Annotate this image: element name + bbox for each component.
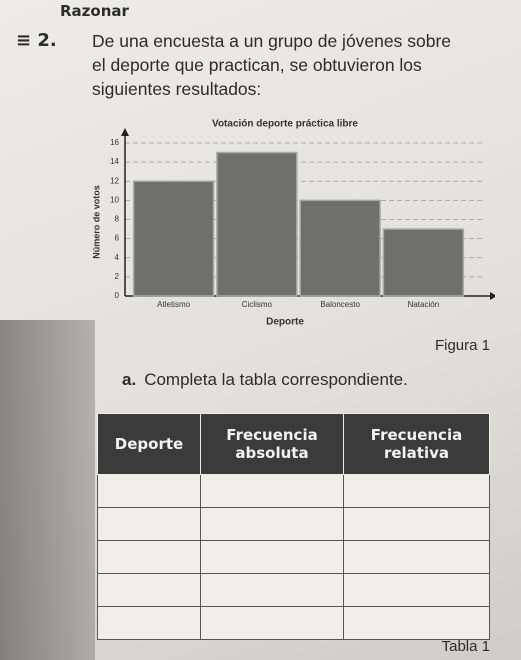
y-tick-label: 8 [115, 215, 120, 224]
table-caption: Tabla 1 [441, 638, 490, 655]
x-tick-label: Natación [408, 300, 440, 309]
cell[interactable] [97, 474, 201, 508]
menu-icon: ≡ [16, 30, 38, 51]
shadow [0, 320, 95, 660]
y-tick-label: 2 [115, 272, 120, 281]
cell[interactable] [97, 507, 201, 541]
chart: Votación deporte práctica libre Deporte … [91, 119, 495, 328]
row [97, 606, 490, 640]
problem-text: De una encuesta a un grupo de jóvenes so… [92, 31, 452, 99]
y-tick-label: 16 [110, 138, 119, 147]
cell[interactable] [200, 606, 344, 640]
row [97, 474, 490, 508]
cell[interactable] [343, 507, 490, 541]
task: a. Completa la tabla correspondiente. [122, 370, 408, 390]
y-tick-label: 4 [115, 253, 120, 262]
y-arrow [121, 128, 129, 136]
cell[interactable] [97, 606, 201, 640]
header-row: Deporte Frecuencia absoluta Frecuencia r… [97, 413, 490, 475]
y-tick-label: 14 [110, 157, 119, 166]
x-tick-label: Ciclismo [242, 300, 273, 309]
y-tick-label: 0 [115, 291, 120, 300]
bar [216, 151, 298, 297]
y-axis-label: Número de votos [91, 185, 101, 259]
number: 2. [37, 30, 57, 51]
header-cell: Frecuencia relativa [343, 413, 490, 475]
x-arrow [490, 292, 495, 300]
task-text: Completa la tabla correspondiente. [144, 370, 408, 389]
bar [132, 180, 215, 297]
table: Deporte Frecuencia absoluta Frecuencia r… [97, 413, 490, 640]
cell[interactable] [343, 606, 490, 640]
cell[interactable] [343, 540, 490, 574]
y-tick-label: 10 [110, 195, 119, 204]
row [97, 573, 490, 607]
section-title: Razonar [60, 2, 129, 20]
bar [382, 228, 465, 297]
cell[interactable] [343, 474, 490, 508]
cell[interactable] [200, 507, 344, 541]
x-tick-label: Baloncesto [320, 300, 360, 309]
cell[interactable] [200, 573, 344, 607]
cell[interactable] [97, 540, 201, 574]
problem-number: ≡ 2. [16, 30, 57, 51]
row [97, 540, 490, 574]
chart-title: Votación deporte práctica libre [212, 119, 358, 130]
cell[interactable] [200, 474, 344, 508]
cell[interactable] [97, 573, 201, 607]
cell[interactable] [200, 540, 344, 574]
bar [299, 199, 381, 297]
header-cell: Deporte [97, 413, 201, 475]
x-tick-label: Atletismo [157, 300, 190, 309]
task-letter: a. [122, 370, 137, 389]
header-cell: Frecuencia absoluta [200, 413, 344, 475]
y-tick-label: 6 [115, 234, 120, 243]
figure-caption: Figura 1 [434, 337, 490, 354]
x-axis-label: Deporte [266, 317, 304, 328]
cell[interactable] [343, 573, 490, 607]
row [97, 507, 490, 541]
y-tick-label: 12 [110, 176, 119, 185]
